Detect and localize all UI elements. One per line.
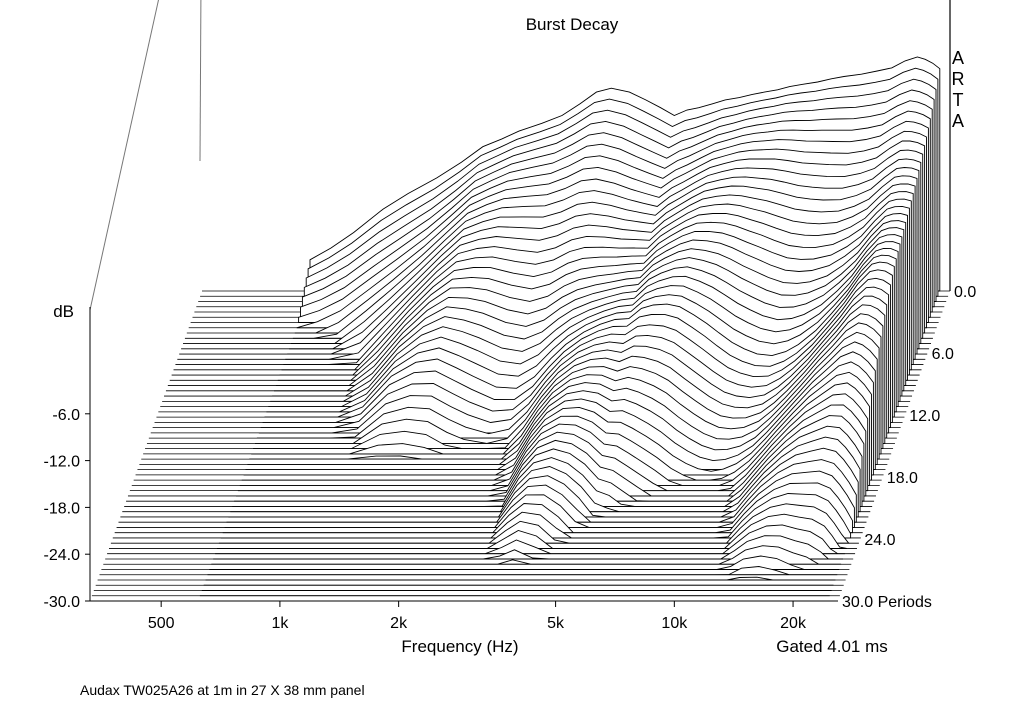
plot-frame	[89, 0, 951, 311]
x-tick-label: 1k	[271, 615, 289, 632]
z-tick-label: 30.0 Periods	[842, 594, 932, 611]
x-axis-label: Frequency (Hz)	[401, 637, 518, 656]
y-tick-label: -6.0	[52, 407, 80, 424]
decay-slices	[90, 56, 950, 602]
measurement-caption: Audax TW025A26 at 1m in 27 X 38 mm panel	[80, 682, 365, 698]
watermark-letter: T	[953, 90, 964, 110]
z-tick-label: 6.0	[932, 346, 954, 363]
frame-diagonal-top	[89, 0, 159, 311]
watermark-letter: A	[952, 48, 964, 68]
watermark-letter: R	[952, 69, 965, 89]
z-tick-label: 12.0	[909, 408, 940, 425]
x-tick-label: 500	[148, 615, 175, 632]
gate-note: Gated 4.01 ms	[776, 637, 888, 656]
watermark-letter: A	[952, 111, 964, 131]
decay-slice-28	[256, 295, 888, 439]
axes: -6.0 -12.0 -18.0 -24.0 -30.0 500 1k 2k 5k 10k 20k 0…	[44, 284, 977, 632]
chart-title: Burst Decay	[526, 15, 619, 34]
x-tick-label: 2k	[390, 615, 408, 632]
x-tick-label: 10k	[661, 615, 688, 632]
decay-slice-55	[205, 576, 836, 581]
z-tick-label: 0.0	[954, 284, 976, 301]
frame-back-left-edge	[199, 0, 202, 162]
x-tick-label: 5k	[547, 615, 565, 632]
y-tick-label: -30.0	[44, 594, 81, 611]
y-tick-label: -18.0	[44, 500, 81, 517]
y-tick-label: -24.0	[44, 547, 81, 564]
z-tick-label: 24.0	[864, 532, 895, 549]
y-tick-label: -12.0	[44, 454, 81, 471]
y-axis-label: dB	[53, 302, 74, 321]
x-tick-label: 20k	[780, 615, 807, 632]
decay-slice-54	[207, 566, 838, 576]
z-tick-label: 18.0	[887, 470, 918, 487]
